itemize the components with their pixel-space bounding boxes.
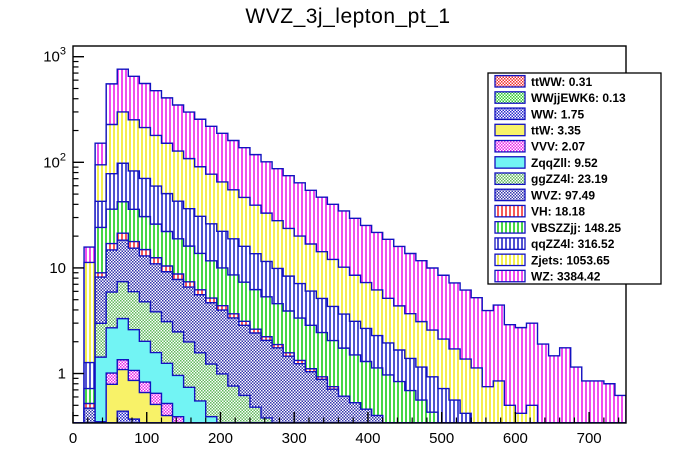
legend-label-ZqqZll: ZqqZll: 9.52 bbox=[531, 156, 598, 170]
legend-label-WWjjEWK6: WWjjEWK6: 0.13 bbox=[531, 91, 626, 105]
axes: 0 100 200 300 400 500 600 700 1 10 102 103 bbox=[43, 45, 627, 447]
legend-row-VH: VH: 18.18 bbox=[494, 204, 585, 219]
legend-row-VVV: VVV: 2.07 bbox=[494, 139, 585, 154]
legend-swatch-VH bbox=[494, 204, 526, 218]
legend-row-WZ: WZ: 3384.42 bbox=[494, 269, 601, 284]
legend-swatch-WW bbox=[494, 107, 526, 121]
legend-label-Zjets: Zjets: 1053.65 bbox=[531, 253, 610, 267]
x-tick-label: 0 bbox=[69, 430, 77, 447]
y-tick-label: 102 bbox=[43, 151, 66, 171]
x-tick-label: 100 bbox=[134, 430, 159, 447]
x-tick-label: 200 bbox=[208, 430, 233, 447]
legend-swatch-ggZZ4l bbox=[494, 172, 526, 186]
x-tick-label: 400 bbox=[355, 430, 380, 447]
legend-label-ttWW: ttWW: 0.31 bbox=[531, 75, 592, 89]
legend-label-ttW: ttW: 3.35 bbox=[531, 123, 581, 137]
x-tick-label: 700 bbox=[577, 430, 602, 447]
legend-swatch-WVZ bbox=[494, 188, 526, 202]
histogram-stack bbox=[73, 68, 626, 423]
legend-row-VBSZZjj: VBSZZjj: 148.25 bbox=[494, 221, 621, 235]
y-tick-label: 103 bbox=[43, 46, 66, 66]
legend-label-qqZZ4l: qqZZ4l: 316.52 bbox=[531, 237, 615, 251]
legend-swatch-Zjets bbox=[494, 253, 526, 267]
series-area-WW bbox=[73, 410, 626, 423]
legend-row-qqZZ4l: qqZZ4l: 316.52 bbox=[494, 237, 615, 251]
y-tick-label: 1 bbox=[58, 366, 66, 383]
x-tick-label: 500 bbox=[429, 430, 454, 447]
legend-row-WWjjEWK6: WWjjEWK6: 0.13 bbox=[494, 91, 626, 105]
legend-label-VBSZZjj: VBSZZjj: 148.25 bbox=[531, 221, 621, 235]
legend-swatch-VBSZZjj bbox=[494, 221, 526, 234]
legend-swatch-ttW bbox=[494, 123, 526, 137]
legend-label-ggZZ4l: ggZZ4l: 23.19 bbox=[531, 172, 608, 186]
legend-row-ttW: ttW: 3.35 bbox=[494, 123, 581, 137]
legend-label-VVV: VVV: 2.07 bbox=[531, 140, 585, 154]
legend-swatch-ttWW bbox=[494, 74, 526, 88]
legend-row-ttWW: ttWW: 0.31 bbox=[494, 74, 592, 89]
legend-swatch-WZ bbox=[494, 269, 526, 283]
legend-swatch-WWjjEWK6 bbox=[494, 91, 526, 104]
legend-swatch-qqZZ4l bbox=[494, 237, 526, 250]
legend-label-WZ: WZ: 3384.42 bbox=[531, 270, 601, 284]
series-area-ggZZ4l bbox=[73, 280, 626, 423]
legend-row-Zjets: Zjets: 1053.65 bbox=[494, 253, 610, 267]
legend-label-VH: VH: 18.18 bbox=[531, 205, 585, 219]
legend-swatch-VVV bbox=[494, 139, 526, 153]
y-tick-label: 10 bbox=[49, 260, 66, 277]
legend-row-WVZ: WVZ: 97.49 bbox=[494, 188, 595, 202]
legend-row-ggZZ4l: ggZZ4l: 23.19 bbox=[494, 172, 608, 186]
legend-row-WW: WW: 1.75 bbox=[494, 107, 584, 121]
plot-title: WVZ_3j_lepton_pt_1 bbox=[245, 5, 451, 28]
legend-swatch-ZqqZll bbox=[494, 156, 526, 169]
legend: ttWW: 0.31 WWjjEWK6: 0.13 WW: 1.75 ttW: 3.3… bbox=[487, 72, 662, 285]
legend-label-WVZ: WVZ: 97.49 bbox=[531, 188, 595, 202]
x-tick-label: 300 bbox=[282, 430, 307, 447]
legend-label-WW: WW: 1.75 bbox=[531, 107, 584, 121]
x-tick-label: 600 bbox=[503, 430, 528, 447]
legend-row-ZqqZll: ZqqZll: 9.52 bbox=[494, 156, 598, 170]
